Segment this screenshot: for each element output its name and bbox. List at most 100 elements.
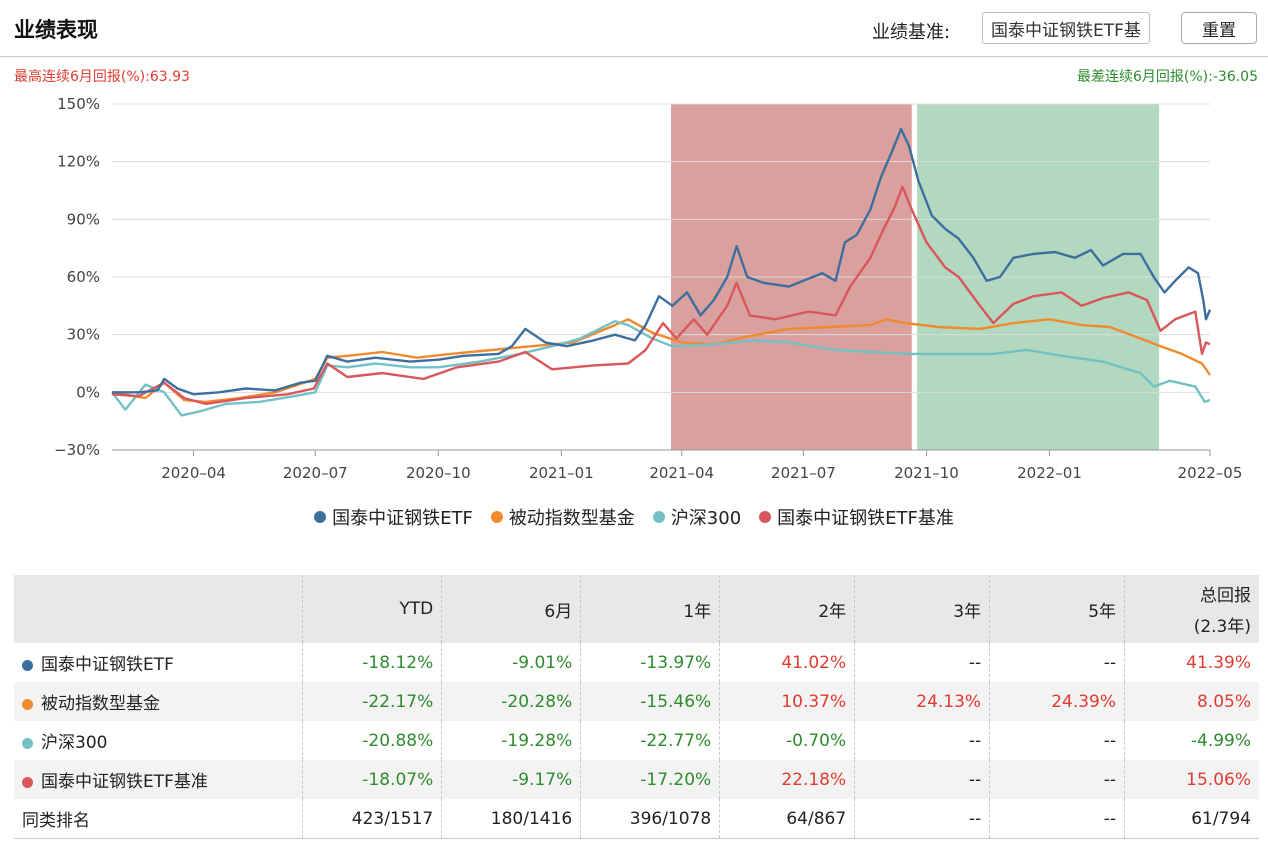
legend-label: 国泰中证钢铁ETF bbox=[332, 508, 473, 529]
rank-cell: 396/1078 bbox=[580, 799, 720, 839]
table-cell: 15.06% bbox=[1124, 760, 1259, 799]
row-name: 被动指数型基金 bbox=[41, 694, 160, 714]
y-tick-label: 120% bbox=[57, 153, 100, 171]
table-cell: 10.37% bbox=[719, 682, 855, 721]
table-cell: -17.20% bbox=[580, 760, 720, 799]
series-dot-icon bbox=[22, 777, 33, 788]
column-header: 3年 bbox=[854, 575, 990, 643]
table-cell: 24.13% bbox=[854, 682, 990, 721]
page-title: 业绩表现 bbox=[14, 18, 98, 42]
column-header: 5年 bbox=[989, 575, 1125, 643]
x-tick-label: 2020–10 bbox=[406, 464, 471, 482]
series-line-hs300 bbox=[111, 320, 1211, 417]
legend-label: 沪深300 bbox=[670, 508, 742, 529]
table-cell: 41.39% bbox=[1124, 643, 1259, 682]
total-header-line2: (2.3年) bbox=[1193, 617, 1251, 637]
y-tick-label: −30% bbox=[54, 441, 100, 459]
table-cell: 22.18% bbox=[719, 760, 855, 799]
x-tick-label: 2020–07 bbox=[283, 464, 348, 482]
series-line-passive bbox=[111, 318, 1211, 404]
rank-cell: -- bbox=[989, 799, 1125, 839]
x-tick-label: 2021–10 bbox=[894, 464, 959, 482]
worst-6m-return: 最差连续6月回报(%):-36.05 bbox=[1077, 69, 1258, 85]
x-tick-label: 2021–07 bbox=[771, 464, 836, 482]
row-name: 国泰中证钢铁ETF基准 bbox=[41, 772, 208, 792]
x-tick-label: 2021–04 bbox=[649, 464, 714, 482]
table-cell: -- bbox=[854, 721, 990, 760]
x-tick-label: 2021–01 bbox=[529, 464, 594, 482]
row-name: 国泰中证钢铁ETF bbox=[41, 655, 174, 675]
total-header-line1: 总回报 bbox=[1200, 586, 1251, 606]
legend-dot-icon bbox=[759, 511, 772, 523]
series-line-bench bbox=[111, 185, 1211, 406]
table-cell: -0.70% bbox=[719, 721, 855, 760]
y-tick-label: 60% bbox=[67, 268, 100, 286]
table-cell: -- bbox=[989, 721, 1125, 760]
column-header: YTD bbox=[302, 575, 442, 643]
rank-cell: -- bbox=[854, 799, 990, 839]
best-6m-return: 最高连续6月回报(%):63.93 bbox=[14, 69, 190, 85]
y-tick-label: 90% bbox=[67, 210, 100, 228]
chart-legend: 国泰中证钢铁ETF 被动指数型基金 沪深300 国泰中证钢铁ETF基准 bbox=[0, 504, 1268, 530]
rank-cell: 64/867 bbox=[719, 799, 855, 839]
column-header-total: 总回报 (2.3年) bbox=[1124, 575, 1259, 643]
column-header: 1年 bbox=[580, 575, 720, 643]
row-name-cell: 国泰中证钢铁ETF基准 bbox=[14, 760, 303, 799]
table-cell: 41.02% bbox=[719, 643, 855, 682]
reset-button[interactable]: 重置 bbox=[1181, 12, 1257, 44]
table-cell: -20.28% bbox=[441, 682, 581, 721]
y-tick-label: 0% bbox=[76, 383, 100, 401]
legend-item-etf[interactable]: 国泰中证钢铁ETF bbox=[314, 504, 473, 530]
row-name-cell: 国泰中证钢铁ETF bbox=[14, 643, 303, 682]
y-tick-label: 30% bbox=[67, 326, 100, 344]
table-cell: -18.12% bbox=[302, 643, 442, 682]
table-cell: -13.97% bbox=[580, 643, 720, 682]
table-cell: -15.46% bbox=[580, 682, 720, 721]
table-row: 国泰中证钢铁ETF基准 -18.07% -9.17% -17.20% 22.18% -- -… bbox=[14, 760, 1259, 799]
table-cell: 8.05% bbox=[1124, 682, 1259, 721]
legend-item-bench[interactable]: 国泰中证钢铁ETF基准 bbox=[759, 504, 954, 530]
legend-item-hs300[interactable]: 沪深300 bbox=[652, 504, 742, 530]
table-cell: -9.01% bbox=[441, 643, 581, 682]
table-cell: -4.99% bbox=[1124, 721, 1259, 760]
series-line-etf bbox=[112, 127, 1212, 396]
column-header bbox=[14, 575, 303, 643]
table-cell: -20.88% bbox=[302, 721, 442, 760]
table-cell: 24.39% bbox=[989, 682, 1125, 721]
legend-item-passive[interactable]: 被动指数型基金 bbox=[490, 504, 635, 530]
row-name-cell: 被动指数型基金 bbox=[14, 682, 303, 721]
column-header: 2年 bbox=[719, 575, 855, 643]
table-cell: -- bbox=[989, 760, 1125, 799]
legend-dot-icon bbox=[652, 511, 665, 523]
legend-dot-icon bbox=[314, 511, 327, 523]
rank-cell: 423/1517 bbox=[302, 799, 442, 839]
y-tick-label: 150% bbox=[57, 95, 100, 113]
table-row: 国泰中证钢铁ETF -18.12% -9.01% -13.97% 41.02% -- -- 4… bbox=[14, 643, 1259, 682]
table-row: 沪深300 -20.88% -19.28% -22.77% -0.70% -- -- -4.9… bbox=[14, 721, 1259, 760]
x-tick-label: 2022–01 bbox=[1017, 464, 1082, 482]
table-cell: -18.07% bbox=[302, 760, 442, 799]
table-cell: -19.28% bbox=[441, 721, 581, 760]
legend-label: 被动指数型基金 bbox=[508, 508, 635, 529]
rank-row-name: 同类排名 bbox=[14, 799, 303, 839]
x-tick-label: 2020–04 bbox=[161, 464, 226, 482]
series-dot-icon bbox=[22, 738, 33, 749]
table-cell: -22.17% bbox=[302, 682, 442, 721]
table-cell: -9.17% bbox=[441, 760, 581, 799]
x-tick-label: 2022–05 bbox=[1178, 464, 1243, 482]
legend-dot-icon bbox=[490, 511, 503, 523]
series-dot-icon bbox=[22, 660, 33, 671]
table-cell: -- bbox=[854, 760, 990, 799]
rank-row: 同类排名 423/1517 180/1416 396/1078 64/867 -- -- 61… bbox=[14, 799, 1259, 839]
rank-cell: 61/794 bbox=[1124, 799, 1259, 839]
performance-chart: 150% 120% 90% 60% 30% 0% −30% 2020–04 2020–07 202… bbox=[54, 95, 1243, 482]
header-bar: 业绩表现 业绩基准: 重置 bbox=[0, 0, 1268, 57]
row-name: 沪深300 bbox=[41, 733, 108, 753]
table-row: 被动指数型基金 -22.17% -20.28% -15.46% 10.37% 24.13%… bbox=[14, 682, 1259, 721]
benchmark-label: 业绩基准: bbox=[872, 22, 951, 43]
legend-label: 国泰中证钢铁ETF基准 bbox=[777, 508, 954, 529]
rank-cell: 180/1416 bbox=[441, 799, 581, 839]
benchmark-input[interactable] bbox=[982, 12, 1150, 44]
row-name-cell: 沪深300 bbox=[14, 721, 303, 760]
performance-table: YTD 6月 1年 2年 3年 5年 总回报 (2.3年) 国泰中证钢铁ETF -18.12% -… bbox=[14, 575, 1259, 839]
